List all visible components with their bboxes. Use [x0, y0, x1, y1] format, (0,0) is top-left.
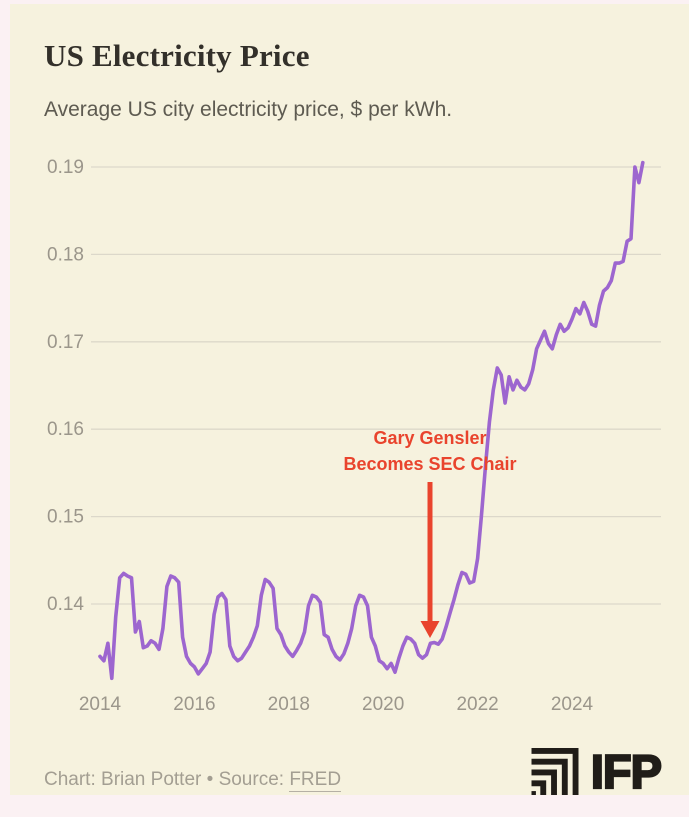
- y-tick-label: 0.17: [47, 332, 84, 353]
- credit-line: Chart: Brian Potter • Source: FRED: [44, 769, 342, 792]
- source-label: Source:: [218, 769, 285, 790]
- plot-area: 0.14 0.15 0.16 0.17 0.18 0.19 2014 2016 2018 202…: [0, 140, 689, 730]
- annotation-line-1: Gary Gensler: [373, 428, 486, 448]
- x-tick-label: 2016: [173, 694, 215, 715]
- price-line-series: [98, 160, 645, 681]
- ifp-logo-text: IFP: [590, 745, 663, 798]
- x-tick-label: 2022: [456, 694, 498, 715]
- annotation-line-2: Becomes SEC Chair: [343, 454, 516, 474]
- chart-credit: Chart: Brian Potter: [44, 769, 202, 790]
- annotation-callout: Gary Gensler Becomes SEC Chair: [343, 428, 517, 638]
- x-tick-label: 2020: [362, 694, 404, 715]
- chart-card: [10, 4, 689, 795]
- ifp-logo: IFP: [530, 745, 663, 798]
- y-axis-tick-labels: 0.14 0.15 0.16 0.17 0.18 0.19: [47, 157, 84, 615]
- x-tick-label: 2014: [79, 694, 122, 715]
- chart-subtitle: Average US city electricity price, $ per…: [44, 98, 453, 121]
- y-tick-label: 0.16: [47, 419, 84, 440]
- line-chart: 0.14 0.15 0.16 0.17 0.18 0.19 2014 2016 2018 202…: [47, 157, 661, 715]
- y-tick-label: 0.18: [47, 244, 84, 265]
- annotation-arrowhead-icon: [420, 621, 440, 638]
- gridlines: [91, 166, 661, 605]
- page-title: US Electricity Price: [44, 38, 310, 73]
- ifp-logo-icon: [531, 748, 579, 795]
- y-tick-label: 0.14: [47, 594, 84, 615]
- x-tick-label: 2018: [268, 694, 310, 715]
- x-axis-tick-labels: 2014 2016 2018 2020 2022 2024: [79, 694, 594, 715]
- y-tick-label: 0.19: [47, 157, 84, 178]
- bullet-separator: •: [206, 769, 214, 790]
- source-link[interactable]: FRED: [289, 769, 342, 792]
- y-tick-label: 0.15: [47, 507, 84, 528]
- x-tick-label: 2024: [551, 694, 594, 715]
